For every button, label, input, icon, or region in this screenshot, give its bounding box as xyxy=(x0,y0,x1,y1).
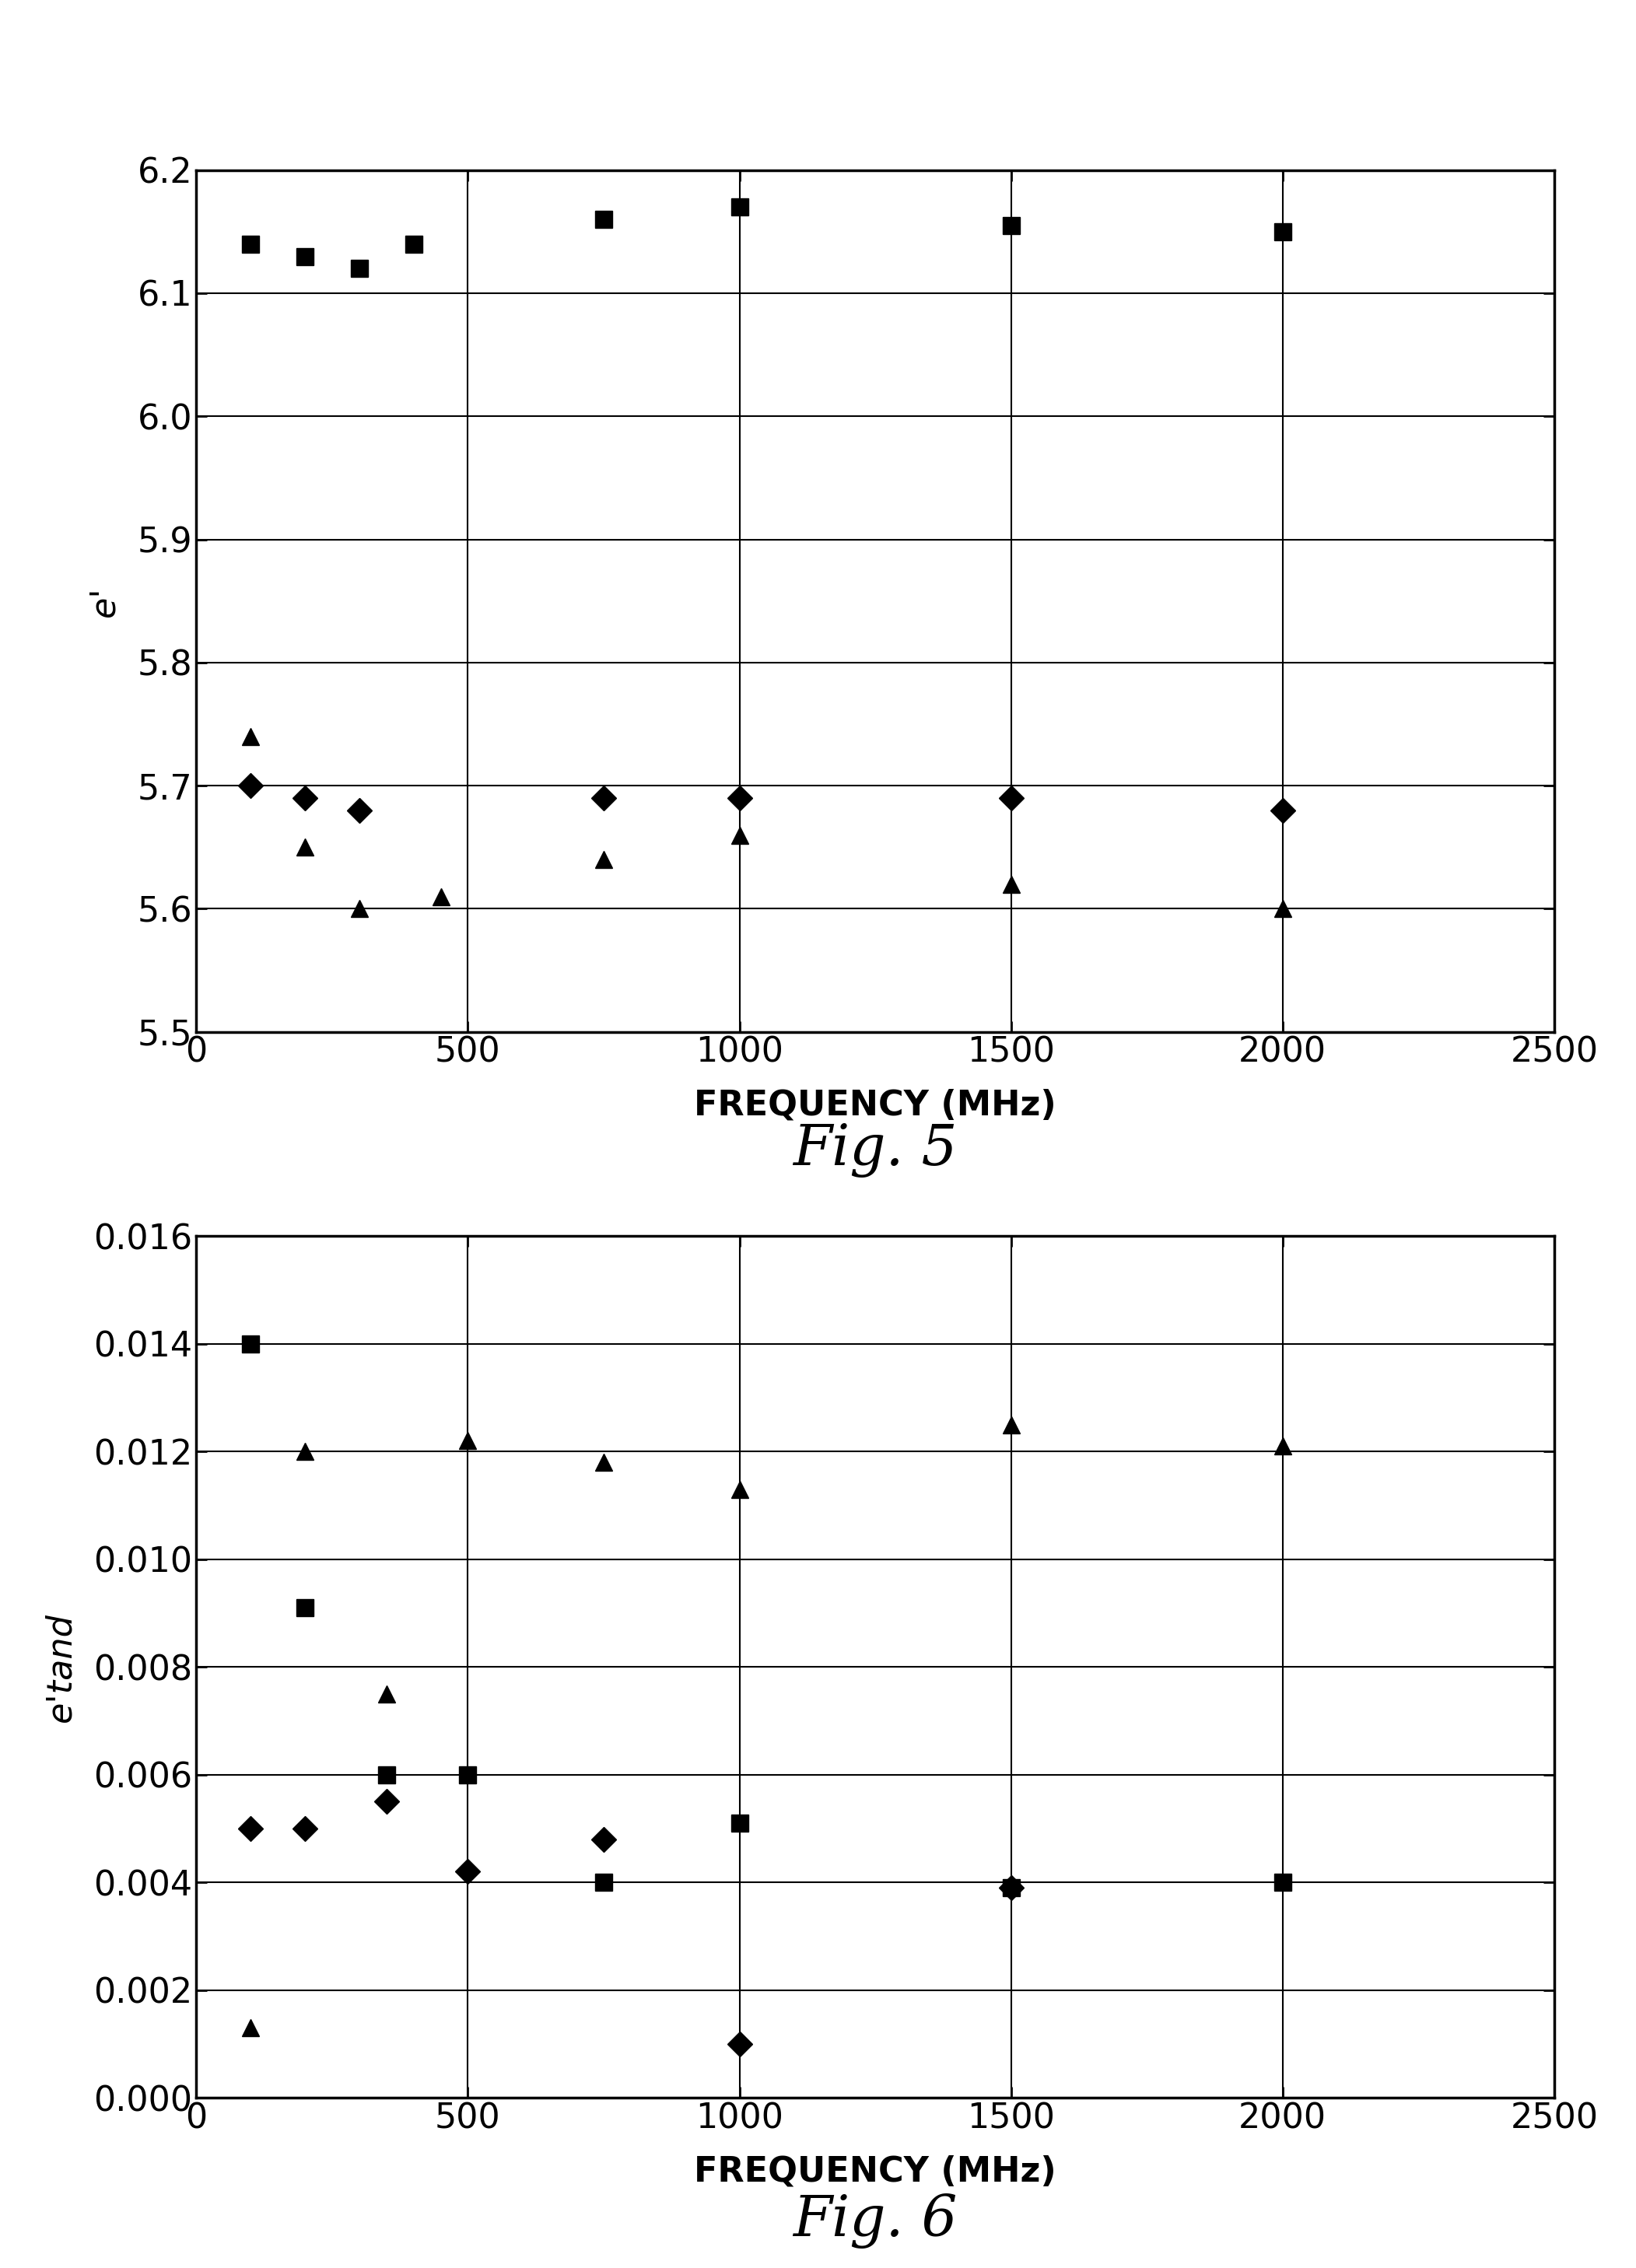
X-axis label: FREQUENCY (MHz): FREQUENCY (MHz) xyxy=(694,2155,1057,2189)
Y-axis label: e'tand: e'tand xyxy=(44,1613,77,1721)
Text: Fig. 6: Fig. 6 xyxy=(793,2193,957,2248)
Y-axis label: e': e' xyxy=(88,585,121,617)
Text: Fig. 5: Fig. 5 xyxy=(793,1123,957,1177)
X-axis label: FREQUENCY (MHz): FREQUENCY (MHz) xyxy=(694,1089,1057,1123)
